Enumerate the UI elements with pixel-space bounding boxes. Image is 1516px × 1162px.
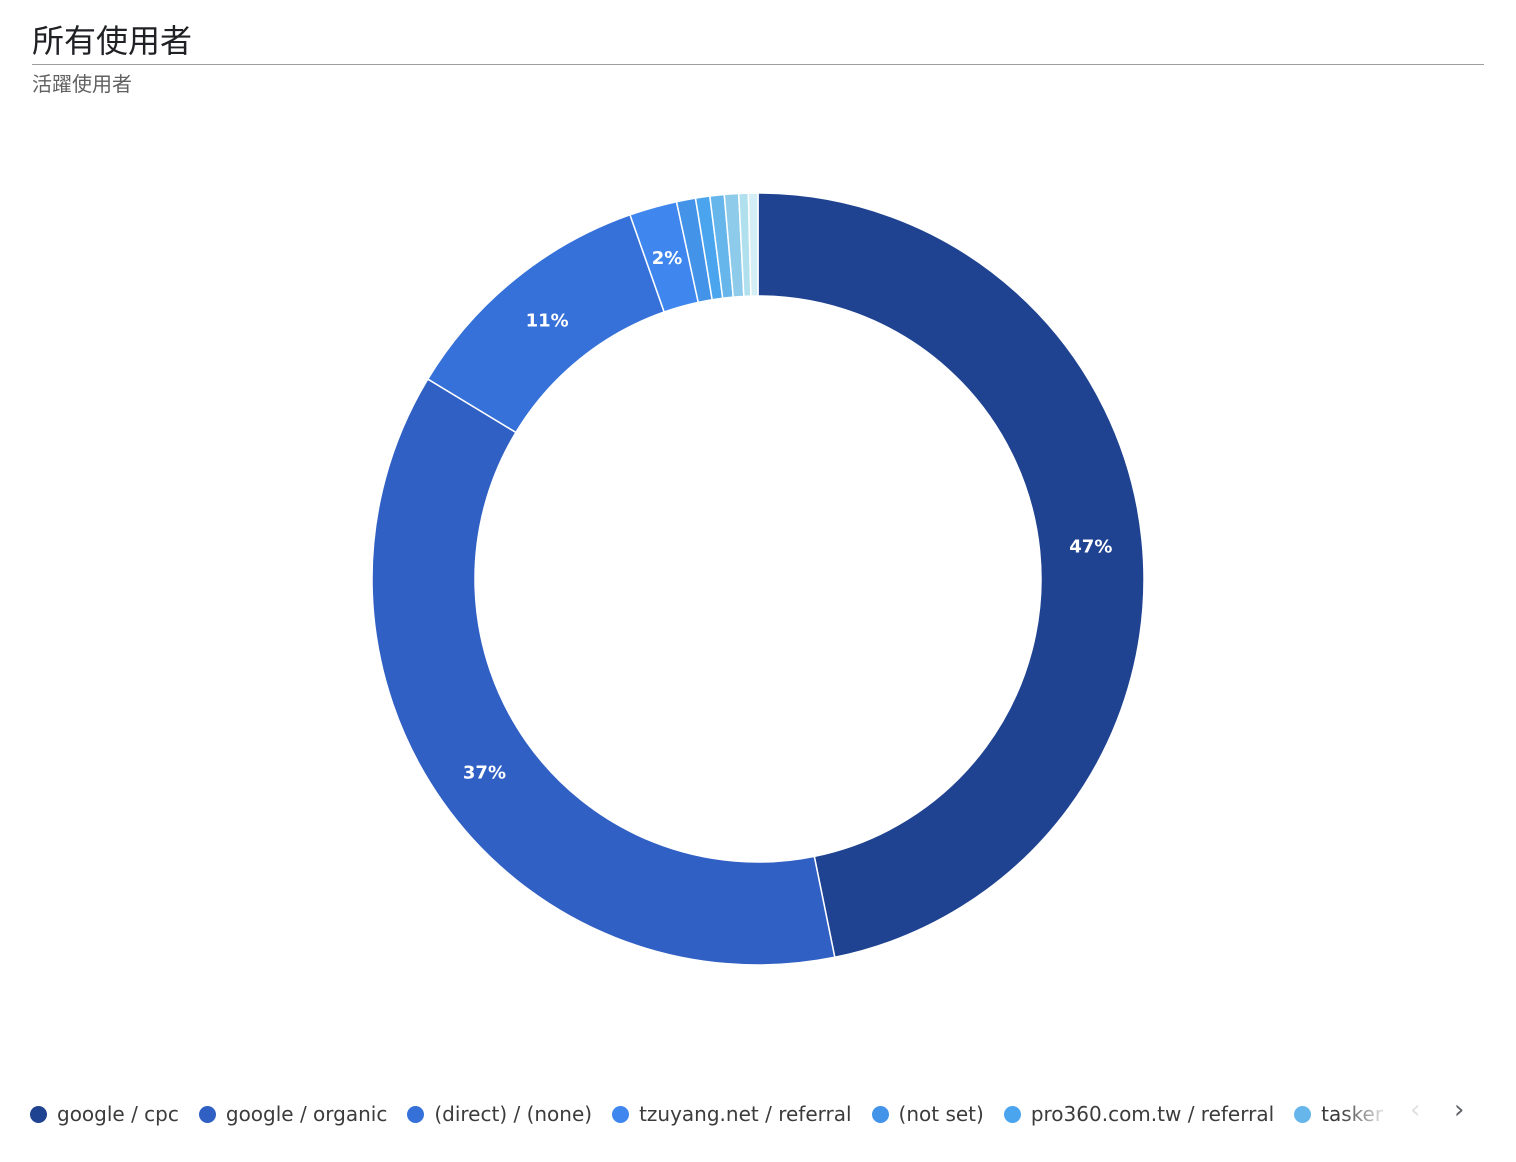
legend-item[interactable]: (direct) / (none) xyxy=(407,1102,592,1126)
donut-slice[interactable] xyxy=(757,192,1145,959)
legend-label: (not set) xyxy=(898,1102,984,1126)
donut-chart: 47% 37% 11% 2% xyxy=(371,192,1145,966)
legend-label: google / cpc xyxy=(57,1102,179,1126)
slice-data-label: 47% xyxy=(1069,537,1112,558)
legend-swatch xyxy=(407,1105,425,1123)
legend-label: pro360.com.tw / referral xyxy=(1030,1102,1275,1126)
slice-data-label: 2% xyxy=(652,248,683,269)
slice-data-label: 11% xyxy=(526,310,569,331)
legend-item[interactable]: (not set) xyxy=(871,1102,984,1126)
legend-label: tzuyang.net / referral xyxy=(639,1102,852,1126)
legend-swatch xyxy=(871,1105,889,1123)
legend-swatch xyxy=(1294,1105,1312,1123)
chart-legend: google / cpc google / organic (direct) / (… xyxy=(30,1096,1390,1132)
legend-fade xyxy=(1340,1096,1400,1132)
legend-swatch xyxy=(30,1105,47,1123)
legend-prev-button[interactable]: ‹ xyxy=(1410,1095,1421,1125)
donut-slice[interactable] xyxy=(747,192,759,297)
legend-item[interactable]: tzuyang.net / referral xyxy=(612,1102,852,1126)
chart-header: 所有使用者 活躍使用者 xyxy=(32,20,1484,101)
legend-next-button[interactable]: › xyxy=(1454,1095,1465,1125)
legend-swatch xyxy=(612,1105,630,1123)
slice-data-label: 37% xyxy=(463,763,506,784)
legend-swatch xyxy=(1003,1105,1021,1123)
chart-title: 所有使用者 xyxy=(32,20,1484,65)
legend-label: (direct) / (none) xyxy=(434,1102,593,1126)
legend-item[interactable]: google / organic xyxy=(198,1102,388,1126)
legend-label: google / organic xyxy=(225,1102,388,1126)
legend-item[interactable]: google / cpc xyxy=(30,1102,179,1126)
donut-slice[interactable] xyxy=(371,378,836,966)
legend-swatch xyxy=(198,1105,216,1123)
legend-item[interactable]: pro360.com.tw / referral xyxy=(1003,1102,1275,1126)
chart-subtitle: 活躍使用者 xyxy=(32,72,132,96)
